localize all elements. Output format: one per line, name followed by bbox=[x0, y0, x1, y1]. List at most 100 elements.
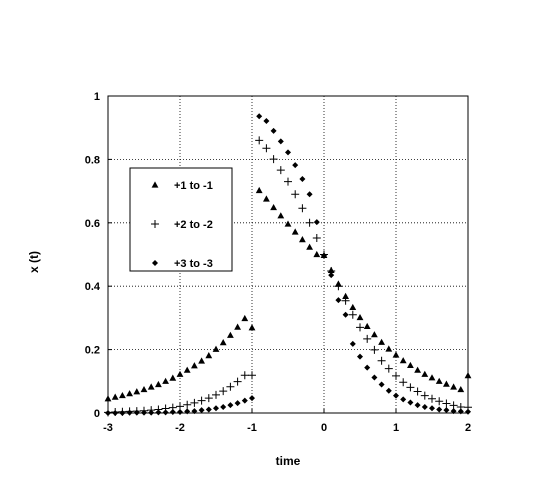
data-point-series-3 bbox=[306, 191, 313, 198]
data-point-series-2 bbox=[219, 387, 228, 396]
data-point-series-2 bbox=[334, 282, 343, 291]
legend-marker-1 bbox=[151, 181, 159, 188]
data-point-series-1 bbox=[169, 374, 177, 381]
data-point-series-2 bbox=[312, 234, 321, 243]
data-point-series-1 bbox=[147, 383, 155, 390]
data-point-series-3 bbox=[162, 409, 169, 416]
data-point-series-3 bbox=[292, 162, 299, 169]
data-point-series-3 bbox=[400, 396, 407, 403]
data-point-series-1 bbox=[191, 362, 198, 369]
data-point-series-1 bbox=[183, 366, 191, 373]
data-point-series-1 bbox=[198, 357, 205, 364]
data-point-series-2 bbox=[276, 166, 285, 175]
data-point-series-3 bbox=[213, 405, 219, 412]
data-point-series-3 bbox=[378, 381, 385, 388]
data-point-series-1 bbox=[414, 366, 421, 373]
y-tick-label: 0 bbox=[94, 408, 100, 420]
data-point-series-1 bbox=[227, 331, 234, 338]
data-point-series-3 bbox=[285, 149, 291, 156]
legend: +1 to -1 +2 to -2 +3 to -3 bbox=[129, 167, 233, 272]
x-tick-label: -3 bbox=[103, 422, 113, 434]
data-point-series-1 bbox=[176, 370, 184, 377]
y-tick-label: 0.8 bbox=[85, 154, 100, 166]
data-point-series-2 bbox=[392, 371, 400, 380]
legend-box bbox=[129, 167, 233, 272]
data-point-series-3 bbox=[429, 405, 435, 412]
data-point-series-2 bbox=[269, 155, 278, 164]
legend-items: +1 to -1 +2 to -2 +3 to -3 bbox=[151, 180, 213, 270]
data-point-series-1 bbox=[270, 203, 277, 211]
data-point-series-1 bbox=[342, 292, 349, 299]
data-point-series-3 bbox=[241, 397, 248, 404]
data-point-series-1 bbox=[291, 228, 299, 235]
data-point-series-3 bbox=[184, 408, 191, 415]
y-axis-ticks: 0 0.2 0.4 0.6 0.8 1 bbox=[85, 91, 112, 420]
data-point-series-3 bbox=[414, 402, 421, 409]
x-tick-label: 1 bbox=[393, 422, 399, 434]
data-point-series-3 bbox=[421, 403, 428, 410]
data-point-series-2 bbox=[399, 378, 408, 387]
plot-area-frame bbox=[107, 95, 469, 414]
data-point-series-2 bbox=[197, 396, 206, 405]
data-point-series-1 bbox=[313, 250, 321, 258]
legend-marker-2 bbox=[151, 220, 159, 228]
data-point-series-3 bbox=[205, 406, 212, 413]
data-point-series-2 bbox=[284, 177, 292, 186]
data-point-series-3 bbox=[277, 138, 284, 145]
data-point-series-1 bbox=[133, 388, 141, 395]
data-point-series-3 bbox=[385, 387, 392, 394]
data-point-series-1 bbox=[349, 303, 357, 311]
x-tick-label: -1 bbox=[247, 422, 257, 434]
data-point-series-1 bbox=[219, 339, 227, 346]
legend-marker-3 bbox=[152, 260, 158, 266]
data-point-series-3 bbox=[436, 406, 443, 413]
data-point-series-3 bbox=[321, 252, 327, 259]
x-axis-ticks: -3 -2 -1 0 1 2 bbox=[103, 409, 471, 434]
data-point-series-2 bbox=[442, 399, 451, 408]
data-point-series-2 bbox=[233, 377, 242, 386]
data-point-series-2 bbox=[183, 400, 192, 409]
data-point-series-3 bbox=[342, 311, 349, 318]
data-point-series-1 bbox=[263, 195, 270, 202]
data-point-series-2 bbox=[240, 371, 249, 380]
data-point-series-1 bbox=[428, 374, 436, 381]
data-point-series-3 bbox=[407, 399, 414, 406]
data-point-series-3 bbox=[234, 400, 241, 407]
data-point-series-1 bbox=[155, 380, 162, 388]
data-point-series-2 bbox=[384, 364, 393, 373]
data-point-series-1 bbox=[212, 345, 220, 352]
data-point-series-1 bbox=[457, 385, 465, 393]
data-point-series-1 bbox=[435, 377, 443, 384]
series-2 bbox=[104, 136, 472, 417]
data-point-series-1 bbox=[306, 243, 313, 250]
data-point-series-3 bbox=[349, 340, 356, 347]
x-tick-label: 0 bbox=[321, 422, 327, 434]
data-point-series-1 bbox=[162, 377, 169, 384]
data-point-series-2 bbox=[204, 394, 213, 403]
legend-label-2: +2 to -2 bbox=[174, 219, 213, 231]
data-point-series-2 bbox=[298, 204, 307, 213]
data-point-series-2 bbox=[370, 345, 379, 354]
legend-label-3: +3 to -3 bbox=[174, 258, 213, 270]
series-1 bbox=[104, 186, 472, 402]
x-tick-label: -2 bbox=[175, 422, 185, 434]
data-point-series-3 bbox=[155, 409, 162, 416]
data-point-series-1 bbox=[299, 236, 306, 243]
data-point-series-3 bbox=[364, 364, 371, 371]
data-point-series-1 bbox=[241, 314, 249, 322]
data-point-series-2 bbox=[356, 323, 364, 332]
data-point-series-1 bbox=[407, 361, 414, 369]
data-point-series-2 bbox=[255, 136, 264, 145]
data-point-series-1 bbox=[255, 186, 263, 194]
data-point-series-3 bbox=[313, 219, 320, 226]
data-point-series-1 bbox=[363, 322, 371, 330]
data-point-series-2 bbox=[341, 296, 350, 305]
data-point-series-2 bbox=[420, 391, 429, 400]
data-point-series-1 bbox=[450, 383, 457, 390]
data-point-series-3 bbox=[393, 392, 399, 399]
data-point-series-2 bbox=[449, 401, 458, 410]
data-point-series-3 bbox=[371, 374, 378, 381]
data-point-series-1 bbox=[392, 351, 400, 358]
y-tick-label: 0.6 bbox=[85, 218, 100, 230]
